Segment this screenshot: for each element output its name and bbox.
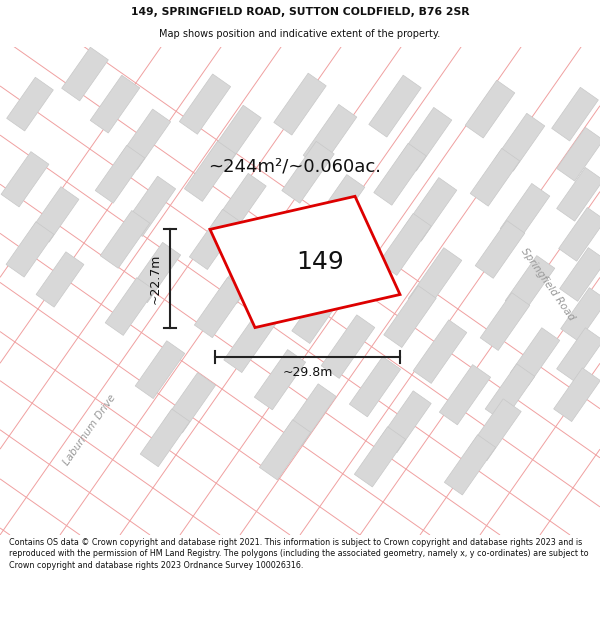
Polygon shape	[130, 242, 181, 302]
Polygon shape	[284, 384, 336, 446]
Text: Map shows position and indicative extent of the property.: Map shows position and indicative extent…	[160, 29, 440, 39]
Polygon shape	[349, 357, 401, 417]
Polygon shape	[485, 364, 535, 422]
Text: 149: 149	[296, 250, 344, 274]
Polygon shape	[140, 409, 190, 467]
Polygon shape	[316, 245, 370, 308]
Text: Springfield Road: Springfield Road	[519, 246, 577, 322]
Polygon shape	[379, 391, 431, 452]
Polygon shape	[480, 292, 530, 351]
Polygon shape	[179, 74, 230, 134]
Polygon shape	[403, 177, 457, 241]
Polygon shape	[554, 368, 600, 421]
Polygon shape	[510, 328, 560, 386]
Polygon shape	[408, 248, 462, 311]
Polygon shape	[259, 420, 311, 480]
Polygon shape	[500, 184, 550, 241]
Polygon shape	[210, 196, 400, 328]
Polygon shape	[470, 148, 520, 206]
Polygon shape	[287, 211, 339, 273]
Polygon shape	[505, 256, 555, 313]
Text: 149, SPRINGFIELD ROAD, SUTTON COLDFIELD, B76 2SR: 149, SPRINGFIELD ROAD, SUTTON COLDFIELD,…	[131, 7, 469, 17]
Polygon shape	[557, 127, 600, 181]
Polygon shape	[439, 364, 491, 425]
Polygon shape	[105, 278, 155, 336]
Polygon shape	[379, 214, 431, 276]
Text: Laburnum Drive: Laburnum Drive	[62, 392, 118, 467]
Text: ~244m²/~0.060ac.: ~244m²/~0.060ac.	[209, 158, 382, 175]
Polygon shape	[90, 75, 140, 133]
Polygon shape	[6, 222, 54, 277]
Polygon shape	[1, 152, 49, 207]
Polygon shape	[369, 75, 421, 137]
Polygon shape	[560, 248, 600, 301]
Polygon shape	[465, 80, 515, 138]
Polygon shape	[219, 241, 271, 303]
Polygon shape	[311, 174, 365, 238]
Polygon shape	[495, 113, 545, 171]
Polygon shape	[303, 104, 357, 168]
Polygon shape	[164, 372, 215, 433]
Polygon shape	[209, 105, 261, 167]
Polygon shape	[214, 173, 266, 235]
Polygon shape	[355, 427, 406, 487]
Polygon shape	[398, 107, 452, 171]
Polygon shape	[135, 341, 185, 399]
Polygon shape	[559, 208, 600, 261]
Polygon shape	[190, 209, 241, 269]
Polygon shape	[95, 146, 145, 203]
Polygon shape	[384, 286, 436, 348]
Polygon shape	[254, 349, 305, 410]
Polygon shape	[560, 288, 600, 341]
Polygon shape	[119, 109, 170, 169]
Polygon shape	[31, 187, 79, 242]
Polygon shape	[551, 88, 598, 141]
Text: Contains OS data © Crown copyright and database right 2021. This information is : Contains OS data © Crown copyright and d…	[9, 538, 589, 570]
Polygon shape	[100, 211, 150, 268]
Polygon shape	[184, 141, 236, 201]
Polygon shape	[475, 221, 525, 278]
Polygon shape	[62, 48, 109, 101]
Polygon shape	[374, 143, 426, 205]
Polygon shape	[557, 168, 600, 221]
Polygon shape	[7, 78, 53, 131]
Text: ~29.8m: ~29.8m	[283, 366, 332, 379]
Text: ~22.7m: ~22.7m	[149, 253, 162, 304]
Polygon shape	[469, 399, 521, 461]
Polygon shape	[321, 315, 375, 378]
Polygon shape	[194, 278, 245, 338]
Polygon shape	[124, 176, 176, 236]
Polygon shape	[282, 141, 334, 203]
Polygon shape	[36, 252, 84, 307]
Polygon shape	[445, 435, 496, 495]
Polygon shape	[413, 320, 467, 383]
Polygon shape	[274, 73, 326, 135]
Polygon shape	[224, 311, 276, 372]
Polygon shape	[292, 282, 344, 344]
Polygon shape	[557, 328, 600, 381]
